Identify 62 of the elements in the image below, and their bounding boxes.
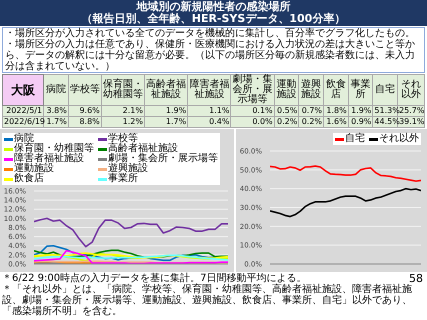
text: 1.7% [46,117,67,126]
category-label: それ以外 [398,74,424,106]
category-label: 自宅 [372,74,398,106]
category-label: 学校等 [68,74,102,106]
text: 9.6% [79,106,100,115]
text: 1.7% [166,117,186,126]
text: 51.3% [374,106,400,115]
category-label: 2022/6/19 [4,117,46,126]
category-label: 病院 [44,74,68,106]
text: 1.1% [209,106,230,115]
text: 44.5% [374,117,400,126]
legend-label: 劇場・集会所・展示場等 [108,153,218,164]
text: 2.1% [122,106,143,115]
legend-label: 飲食店 [14,173,44,184]
legend-label: 学校等 [108,133,138,144]
legend-label: 遊興施設 [108,163,148,174]
category-label: 2022/5/1 [6,106,42,115]
legend-label: それ以外 [379,133,419,144]
legend-label: 病院 [14,133,34,144]
text: （報告日別、全年齢、HER-SYSデータ、100分率） [80,12,346,25]
category-label: 劇場・集会所・展示場等 [230,74,274,106]
text: 0.2% [302,117,322,126]
text: 1.2% [122,117,143,126]
legend-label: 運動施設 [14,163,54,174]
legend-label: 障害者福祉施設 [14,153,84,164]
text: 1.9% [351,106,372,115]
text: 25.7% [399,106,424,115]
line-series [34,218,228,248]
category-label: 遊興施設 [298,74,324,106]
legend-label: 自宅 [345,133,365,144]
category-label: 運動施設 [274,74,299,106]
text: 地域別の新規陽性者の感染場所 [135,0,292,13]
text: 39.1% [399,117,424,126]
legend-label: 高齢者福祉施設 [108,143,178,154]
text: 0.2% [277,117,298,126]
text: ・場所区分が入力されている全てのデータを機械的に集計し、百分率でグラフ化したもの。 [5,28,416,39]
text: ・場所区分の入力は任意であり、保健所・医療機関における入力状況の差は大きいこと等から、データの解釈には十分な留意が必要。（以下の場所区分毎の新規感染者数には、未入力分は含まれていない。） [5,39,416,72]
text: ＊6/22 9:00時点の入力データを基に集計。7日間移動平均による。 [2,273,306,284]
legend-label: 事業所 [108,173,138,184]
text: 58 [409,272,423,285]
category-label: 障害者福祉施設 [188,74,231,106]
text: 1.8% [326,106,347,115]
line-series [34,250,228,264]
legend-label: 保育園・幼稚園等 [14,143,94,154]
line-series [270,188,421,218]
text: 0.9% [351,117,372,126]
line-series [270,165,421,182]
text: 3.8% [46,106,67,115]
category-label: 飲食店 [324,74,348,106]
text: 1.6% [326,117,347,126]
text: 1.9% [166,106,186,115]
text: 8.8% [79,117,100,126]
text: 0.0% [252,117,273,126]
category-label: 保育園・幼稚園等 [101,74,144,106]
text: ＊「それ以外」とは、「病院、学校等、保育園・幼稚園等、高齢者福祉施設、障害者福祉施設、劇場・集会所・展示場等、運動施設、遊興施設、飲食店、事業所、自宅」以外であり、「感染場所不明」を含む。 [1,284,413,317]
text: 大阪 [2,74,44,106]
category-label: 高齢者福祉施設 [144,74,188,106]
text: 0.5% [277,106,298,115]
text: 0.4% [209,117,230,126]
text: 0.7% [302,106,322,115]
text: 0.1% [252,106,273,115]
category-label: 事業所 [348,74,373,106]
